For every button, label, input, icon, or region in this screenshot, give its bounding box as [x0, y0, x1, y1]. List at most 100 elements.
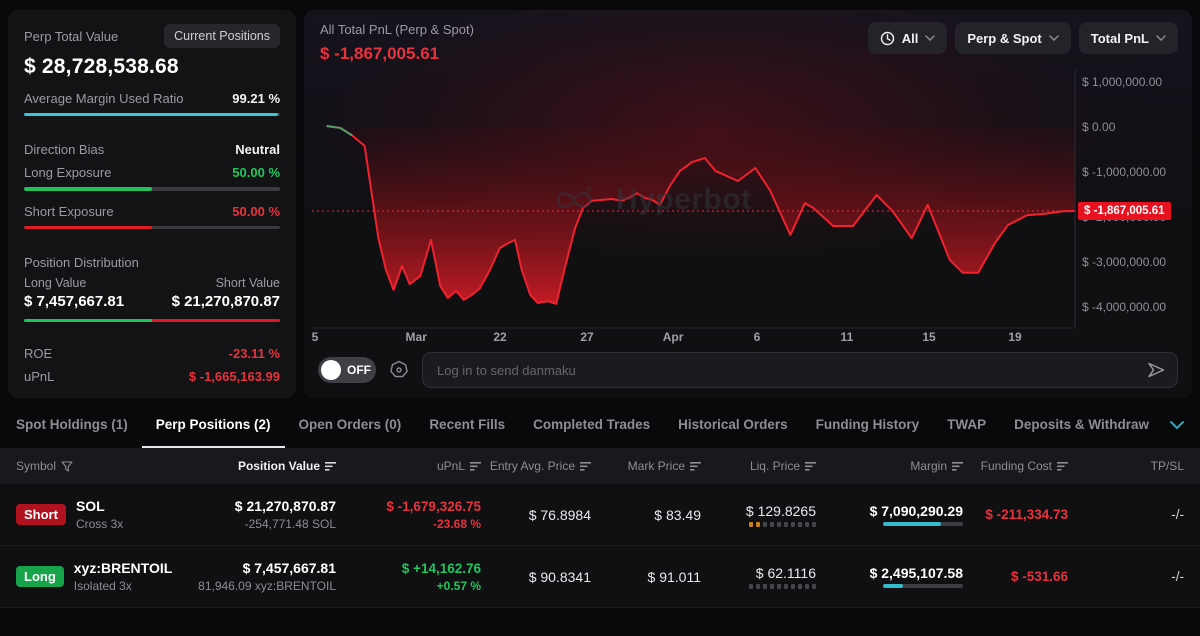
avg-margin-label: Average Margin Used Ratio [24, 91, 184, 106]
send-danmaku-button[interactable] [1144, 358, 1168, 385]
sort-icon [690, 461, 701, 471]
roe-label: ROE [24, 346, 53, 361]
tab-open-orders[interactable]: Open Orders (0) [298, 416, 402, 432]
liq-price: $ 129.8265 [745, 502, 816, 519]
position-row-sol[interactable]: Short SOL Cross 3x $ 21,270,870.87 -254,… [0, 484, 1200, 546]
chevron-down-icon [1156, 35, 1166, 41]
x-axis-label: Mar [405, 330, 427, 344]
y-axis-label: $ 0.00 [1082, 120, 1116, 134]
avg-margin-bar [24, 113, 280, 117]
direction-bias-value: Neutral [235, 142, 280, 158]
tab-recent-fills[interactable]: Recent Fills [429, 416, 506, 432]
positions-tab-bar: Spot Holdings (1) Perp Positions (2) Ope… [0, 402, 1200, 448]
tab-deposits-withdraw[interactable]: Deposits & Withdraw [1014, 416, 1150, 432]
margin-bar [883, 584, 963, 588]
clock-icon [880, 31, 894, 45]
header-margin[interactable]: Margin [816, 459, 963, 473]
header-entry-price[interactable]: Entry Avg. Price [481, 459, 591, 473]
time-range-dropdown[interactable]: All [867, 22, 948, 54]
upnl-value: $ -1,665,163.99 [188, 369, 280, 384]
scope-value: Perp & Spot [967, 30, 1042, 46]
top-section: Perp Total Value Current Positions $ 28,… [8, 10, 1192, 398]
chevron-down-icon [1048, 35, 1059, 41]
send-icon [1148, 362, 1165, 378]
position-row-brentoil[interactable]: Long xyz:BRENTOIL Isolated 3x $ 7,457,66… [0, 546, 1200, 608]
x-axis-label: 27 [580, 330, 594, 344]
danmaku-toggle[interactable]: OFF [318, 357, 376, 383]
header-position-value[interactable]: Position Value [176, 459, 336, 473]
tab-funding-history[interactable]: Funding History [815, 416, 920, 432]
perp-total-value: $ 28,728,538.68 [24, 55, 179, 78]
tab-spot-holdings[interactable]: Spot Holdings (1) [16, 416, 128, 432]
x-axis-label: 6 [753, 330, 761, 344]
avg-margin-value: 99.21 % [232, 91, 280, 106]
sort-icon [952, 461, 963, 471]
tab-historical-orders[interactable]: Historical Orders [678, 416, 788, 432]
sort-icon [805, 461, 816, 471]
entry-price: $ 90.8341 [528, 568, 591, 585]
x-axis-label: 22 [493, 330, 507, 344]
short-exposure-label: Short Exposure [24, 203, 114, 219]
pnl-chart[interactable]: Hyperbot $ 1,000,000.00 $ 0.00 $ -1,000,00… [304, 70, 1192, 346]
funding-cost: $ -211,334.73 [985, 507, 1068, 522]
liq-risk-dots [749, 521, 816, 527]
sort-icon [470, 461, 481, 471]
tab-twap[interactable]: TWAP [947, 416, 987, 432]
position-value: $ 21,270,870.87 [234, 498, 336, 514]
margin-value: $ 7,090,290.29 [869, 503, 963, 519]
funding-cost: $ -531.66 [1010, 569, 1068, 584]
short-value: $ 21,270,870.87 [171, 292, 280, 310]
chart-total-pnl-value: $ -1,867,005.61 [320, 44, 440, 63]
x-axis-label: 5 [311, 330, 319, 344]
y-axis-label: $ 1,000,000.00 [1082, 75, 1163, 89]
y-axis-label: $ -1,000,000.00 [1082, 165, 1167, 179]
tab-completed-trades[interactable]: Completed Trades [533, 416, 651, 432]
y-axis-label: $ -3,000,000.00 [1082, 255, 1167, 269]
toggle-state-label: OFF [347, 363, 371, 377]
upnl-label: uPnL [24, 369, 55, 384]
chart-title: All Total PnL (Perp & Spot) [320, 22, 474, 37]
filter-icon [61, 460, 73, 472]
margin-value: $ 2,495,107.58 [869, 565, 963, 581]
upnl-percent: -23.68 % [432, 516, 481, 531]
long-value-label: Long Value [24, 275, 87, 290]
upnl-value: $ +14,162.76 [401, 560, 481, 576]
chevron-down-icon [1170, 420, 1184, 429]
positions-table-header: Symbol Position Value uPnL Entry Avg. Pr… [0, 448, 1200, 484]
roe-value: -23.11 % [228, 346, 280, 361]
header-tpsl: TP/SL [1150, 459, 1184, 473]
position-value: $ 7,457,667.81 [242, 560, 336, 576]
toggle-knob [321, 360, 341, 380]
header-symbol[interactable]: Symbol [16, 459, 176, 473]
position-size: 81,946.09 xyz:BRENTOIL [198, 579, 336, 593]
scope-dropdown[interactable]: Perp & Spot [955, 22, 1071, 54]
long-exposure-label: Long Exposure [24, 165, 112, 181]
short-exposure-bar [24, 225, 280, 229]
symbol-name: SOL [75, 498, 105, 514]
position-distribution-label: Position Distribution [24, 254, 139, 270]
current-pnl-badge: $ -1,867,005.61 [1078, 202, 1171, 220]
header-liq-price[interactable]: Liq. Price [701, 459, 816, 473]
sort-icon [325, 461, 336, 471]
tab-perp-positions[interactable]: Perp Positions (2) [141, 402, 285, 448]
short-exposure-value: 50.00 % [232, 203, 280, 219]
tabs-expand-chevron[interactable] [1170, 402, 1184, 448]
danmaku-input[interactable] [422, 352, 1178, 388]
perp-total-value-label: Perp Total Value [24, 28, 119, 44]
current-positions-button[interactable]: Current Positions [164, 24, 280, 48]
margin-bar [883, 522, 963, 526]
header-funding-cost[interactable]: Funding Cost [963, 459, 1068, 473]
header-mark-price[interactable]: Mark Price [591, 459, 701, 473]
y-axis-label: $ -4,000,000.00 [1082, 300, 1167, 314]
watermark-text: Hyperbot [616, 183, 752, 216]
sort-icon [580, 461, 591, 471]
metric-dropdown[interactable]: Total PnL [1078, 22, 1178, 54]
chevron-down-icon [925, 35, 936, 41]
hyperbot-logo-icon [556, 187, 592, 209]
liq-risk-dots [749, 583, 816, 589]
x-axis-label: 11 [840, 330, 854, 344]
entry-price: $ 76.8984 [528, 506, 591, 523]
header-upnl[interactable]: uPnL [336, 459, 481, 473]
danmaku-settings-icon[interactable] [388, 359, 410, 381]
time-range-value: All [901, 30, 919, 46]
